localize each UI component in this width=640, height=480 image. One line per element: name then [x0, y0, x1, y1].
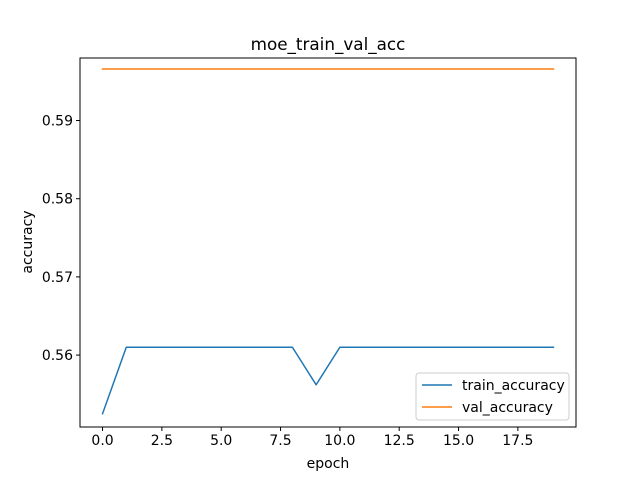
chart-title: moe_train_val_acc: [251, 34, 406, 55]
legend-box: [415, 372, 570, 421]
x-tick-label: 10.0: [324, 433, 355, 449]
x-axis-ticks: 0.0 2.5 5.0 7.5 10.0 12.5 15.0 17.5: [91, 427, 533, 449]
x-tick-label: 15.0: [443, 433, 474, 449]
y-tick-label: 0.59: [42, 114, 73, 130]
legend-train-accuracy-label: train_accuracy: [462, 378, 565, 394]
y-tick-label: 0.57: [42, 270, 73, 286]
x-tick-label: 5.0: [210, 433, 232, 449]
x-axis-label: epoch: [307, 456, 350, 472]
series-line-train-accuracy: [101, 346, 555, 415]
y-tick-label: 0.58: [42, 192, 73, 208]
x-tick-label: 17.5: [502, 433, 533, 449]
x-tick-label: 2.5: [151, 433, 173, 449]
legend: train_accuracy val_accuracy: [415, 372, 570, 421]
y-axis-ticks: 0.56 0.57 0.58 0.59: [42, 114, 80, 364]
plot-frame: [79, 57, 577, 428]
series-layer: [101, 68, 555, 415]
y-axis-label: accuracy: [20, 210, 36, 273]
x-tick-label: 12.5: [384, 433, 415, 449]
legend-val-accuracy-label: val_accuracy: [462, 400, 553, 416]
x-tick-label: 7.5: [269, 433, 291, 449]
plot-area: [80, 58, 576, 427]
y-tick-label: 0.56: [42, 348, 73, 364]
x-tick-label: 0.0: [91, 433, 113, 449]
